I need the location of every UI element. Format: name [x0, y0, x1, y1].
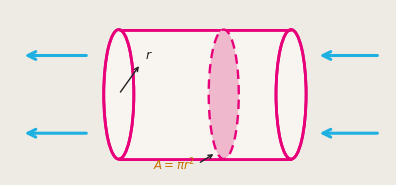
Ellipse shape [104, 30, 134, 159]
Ellipse shape [209, 30, 239, 159]
Ellipse shape [276, 30, 306, 159]
Text: $r$: $r$ [145, 49, 153, 62]
Text: $A = \pi r^2$: $A = \pi r^2$ [153, 156, 195, 173]
FancyBboxPatch shape [119, 30, 291, 159]
Ellipse shape [209, 30, 239, 159]
